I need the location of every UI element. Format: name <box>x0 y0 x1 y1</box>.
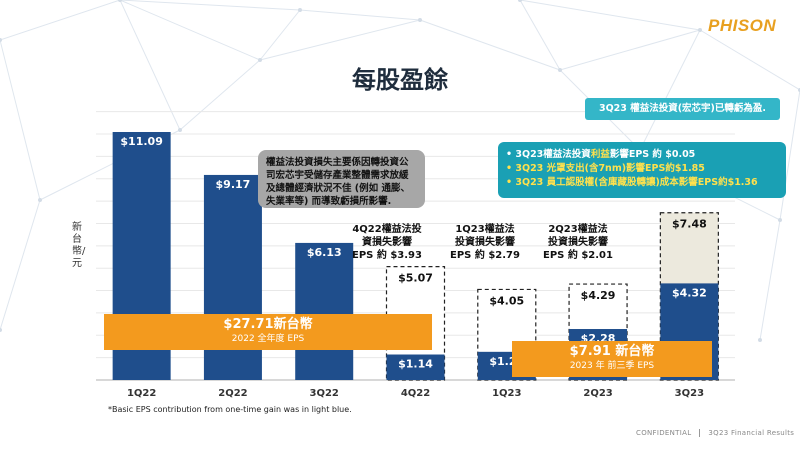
dashed-bar-label-2q23: $4.29 <box>581 289 616 302</box>
dashed-bar-label-3q23: $7.48 <box>672 218 707 231</box>
bar-4q22 <box>386 354 445 380</box>
dashed-bar-label-4q22: $5.07 <box>398 272 433 285</box>
q1-loss-annotation: 1Q23權益法 投資損失影響 EPS 約 $2.79 <box>440 223 530 262</box>
band-2022-value: $27.71新台幣 <box>223 317 313 332</box>
network-line <box>299 9 421 21</box>
network-node <box>758 338 762 342</box>
q2-loss-line-1: 2Q23權益法 <box>548 224 608 235</box>
q1-loss-line-1: 1Q23權益法 <box>455 224 515 235</box>
bar-3q22 <box>295 242 354 380</box>
q4-loss-line-1: 4Q22權益法投 <box>352 224 422 235</box>
dashed-bar-label-1q23: $4.05 <box>489 294 524 307</box>
q2-loss-line-2: 投資損失影響 <box>548 237 608 248</box>
network-node <box>118 0 122 2</box>
network-node <box>0 328 2 332</box>
page-title: 每股盈餘 <box>352 66 448 94</box>
network-node <box>38 198 42 202</box>
band-2023-ytd-eps: $7.91 新台幣 2023 年 前三季 EPS <box>512 341 712 377</box>
network-line <box>179 59 261 131</box>
network-node <box>698 28 702 32</box>
x-tick-label-1q22: 1Q22 <box>127 388 156 399</box>
network-node <box>0 38 2 42</box>
network-node <box>418 18 422 22</box>
q4-loss-line-3: EPS 約 $3.93 <box>352 250 422 261</box>
network-line <box>259 19 421 61</box>
network-line <box>119 0 261 61</box>
network-line <box>699 29 800 91</box>
band-2022-total-eps: $27.71新台幣 2022 全年度 EPS <box>104 314 432 350</box>
network-line <box>119 0 181 131</box>
network-line <box>559 29 701 71</box>
x-tick-label-2q23: 2Q23 <box>583 388 612 399</box>
band-2022-label: 2022 全年度 EPS <box>231 334 305 344</box>
network-line <box>419 19 561 71</box>
q2-loss-line-3: EPS 約 $2.01 <box>543 250 613 261</box>
bar-label-3q22: $6.13 <box>307 246 342 259</box>
network-node <box>518 0 522 2</box>
network-line <box>0 199 41 331</box>
x-tick-label-2q22: 2Q22 <box>218 388 247 399</box>
loss-explanation-callout: 權益法投資損失主要係因轉投資公司宏芯宇受儲存產業整體需求放緩及總體經濟狀況不佳 … <box>258 150 425 208</box>
x-tick-label-4q22: 4Q22 <box>401 388 430 399</box>
network-node <box>298 8 302 12</box>
network-line <box>259 9 301 61</box>
teal-item-2: • 3Q23 光罩支出(含7nm)影響EPS約$1.85 <box>506 163 705 174</box>
network-node <box>258 58 262 62</box>
teal-detail-callout: • 3Q23權益法投資利益影響EPS 約 $0.05 • 3Q23 光罩支出(含… <box>498 142 786 198</box>
network-line <box>119 0 301 11</box>
network-line <box>519 0 561 71</box>
q4-loss-annotation: 4Q22權益法投 資損失影響 EPS 約 $3.93 <box>342 223 432 262</box>
footer-report-title: 3Q23 Financial Results <box>708 429 795 437</box>
teal-header-callout: 3Q23 權益法投資(宏芯宇)已轉虧為盈. <box>585 98 780 120</box>
y-axis-label: 新台幣/元 <box>72 222 86 269</box>
bar-label-3q23: $4.32 <box>672 286 707 299</box>
network-line <box>759 219 781 341</box>
network-line <box>779 89 800 221</box>
q2-loss-annotation: 2Q23權益法 投資損失影響 EPS 約 $2.01 <box>533 223 623 262</box>
teal-item-1-highlight: 利益 <box>590 149 610 160</box>
bar-label-1q22: $11.09 <box>120 135 162 148</box>
q1-loss-line-2: 投資損失影響 <box>455 237 515 248</box>
network-node <box>178 128 182 132</box>
q1-loss-line-3: EPS 約 $2.79 <box>450 250 520 261</box>
footer-confidential: CONFIDENTIAL <box>636 429 692 437</box>
band-2023-value: $7.91 新台幣 <box>569 344 655 359</box>
network-node <box>558 68 562 72</box>
bar-label-2q22: $9.17 <box>216 178 251 191</box>
x-tick-label-1q23: 1Q23 <box>492 388 521 399</box>
q4-loss-line-2: 資損失影響 <box>362 237 412 248</box>
x-tick-label-3q23: 3Q23 <box>675 388 704 399</box>
x-tick-label-3q22: 3Q22 <box>310 388 339 399</box>
band-2023-label: 2023 年 前三季 EPS <box>569 361 655 371</box>
footer: CONFIDENTIAL 3Q23 Financial Results <box>636 429 794 437</box>
network-line <box>0 0 121 41</box>
teal-item-3: • 3Q23 員工認股權(含庫藏股轉讓)成本影響EPS約$1.36 <box>506 177 758 188</box>
teal-item-1: • 3Q23權益法投資利益影響EPS 約 $0.05 <box>506 149 696 160</box>
footnote: *Basic EPS contribution from one-time ga… <box>108 405 352 414</box>
phison-logo: PHISON <box>708 16 777 35</box>
bar-label-4q22: $1.14 <box>398 358 433 371</box>
network-node <box>778 218 782 222</box>
network-line <box>639 29 701 151</box>
network-line <box>0 39 41 201</box>
network-line <box>519 0 701 31</box>
